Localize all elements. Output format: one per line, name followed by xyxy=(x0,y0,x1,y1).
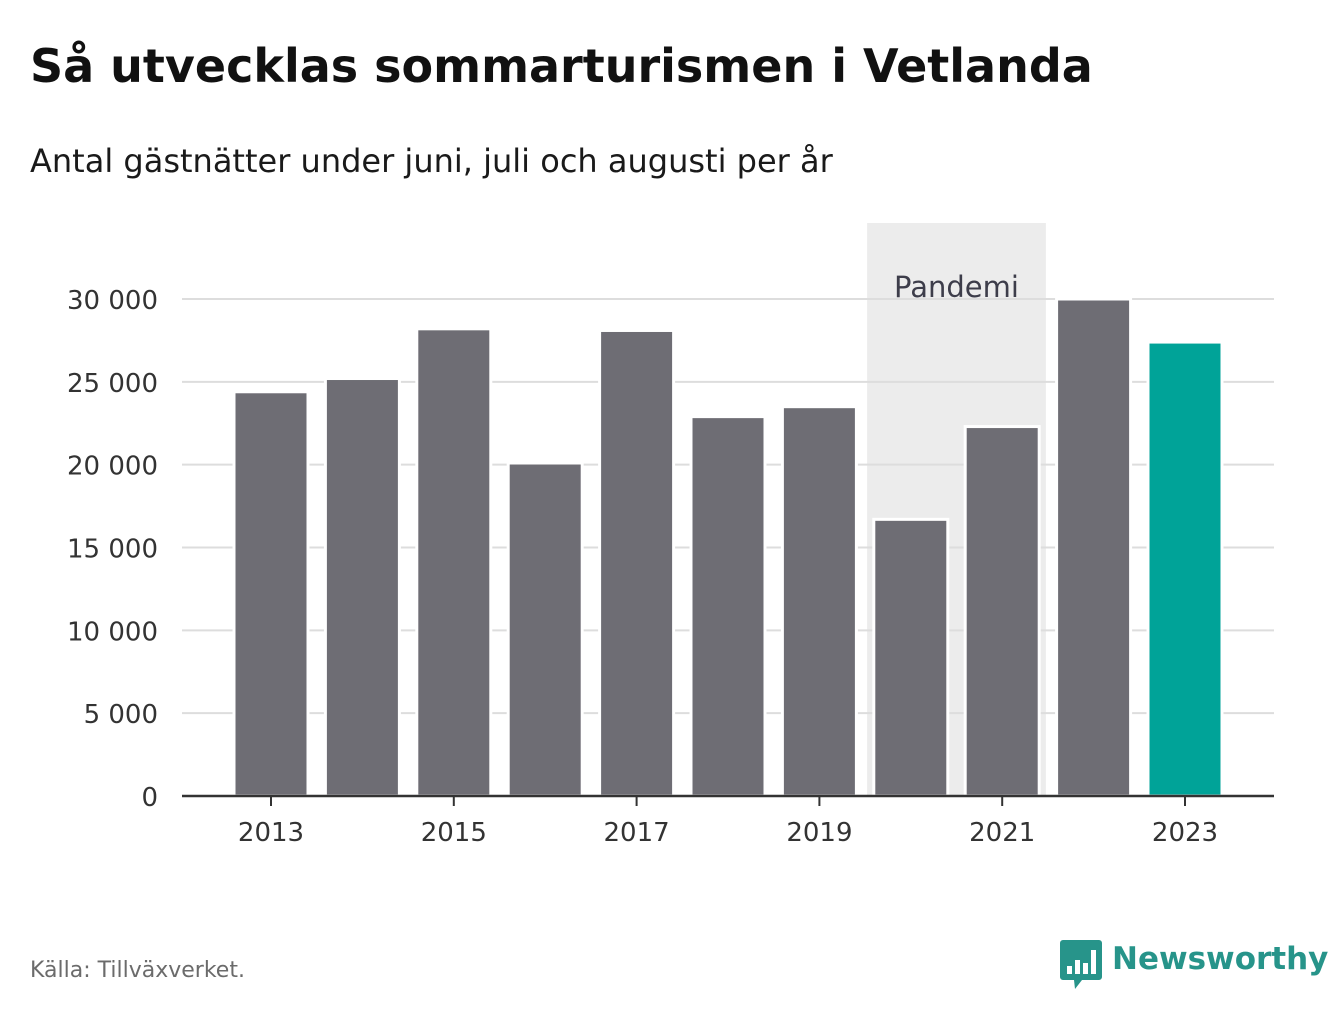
bar-2023 xyxy=(1146,340,1224,798)
bar-2013 xyxy=(232,390,310,798)
bar-2015 xyxy=(415,327,493,798)
brand: Newsworthy xyxy=(1060,940,1328,990)
x-tick-label: 2021 xyxy=(969,818,1035,848)
bar-2014 xyxy=(323,377,401,798)
chart-title: Så utvecklas sommarturismen i Vetlanda xyxy=(30,39,1093,93)
bar-2018 xyxy=(689,415,767,798)
brand-name: Newsworthy xyxy=(1112,941,1329,977)
axes: 0 5 000 10 000 15 000 20 000 25 000 30 000 2013… xyxy=(67,286,1274,848)
y-tick-label: 25 000 xyxy=(67,369,158,399)
y-tick-label: 10 000 xyxy=(67,617,158,647)
newsworthy-logo-icon xyxy=(1060,940,1102,989)
y-tick-label: 15 000 xyxy=(67,535,158,565)
x-tick-label: 2013 xyxy=(238,818,304,848)
bars xyxy=(232,297,1224,798)
x-tick-label: 2023 xyxy=(1152,818,1218,848)
y-tick-label: 0 xyxy=(141,783,158,813)
y-tick-label: 30 000 xyxy=(67,286,158,316)
x-tick-label: 2019 xyxy=(786,818,852,848)
bar-2019 xyxy=(780,405,858,798)
y-tick-label: 5 000 xyxy=(84,700,158,730)
x-tick-label: 2017 xyxy=(604,818,670,848)
source-note: Källa: Tillväxverket. xyxy=(30,958,245,983)
bar-2016 xyxy=(506,461,584,798)
bar-2020 xyxy=(872,517,950,798)
bar-2017 xyxy=(598,328,676,798)
y-tick-label: 20 000 xyxy=(67,452,158,482)
bar-2021 xyxy=(963,425,1041,798)
bar-2022 xyxy=(1055,297,1133,798)
chart-subtitle: Antal gästnätter under juni, juli och au… xyxy=(30,142,833,180)
x-tick-label: 2015 xyxy=(421,818,487,848)
